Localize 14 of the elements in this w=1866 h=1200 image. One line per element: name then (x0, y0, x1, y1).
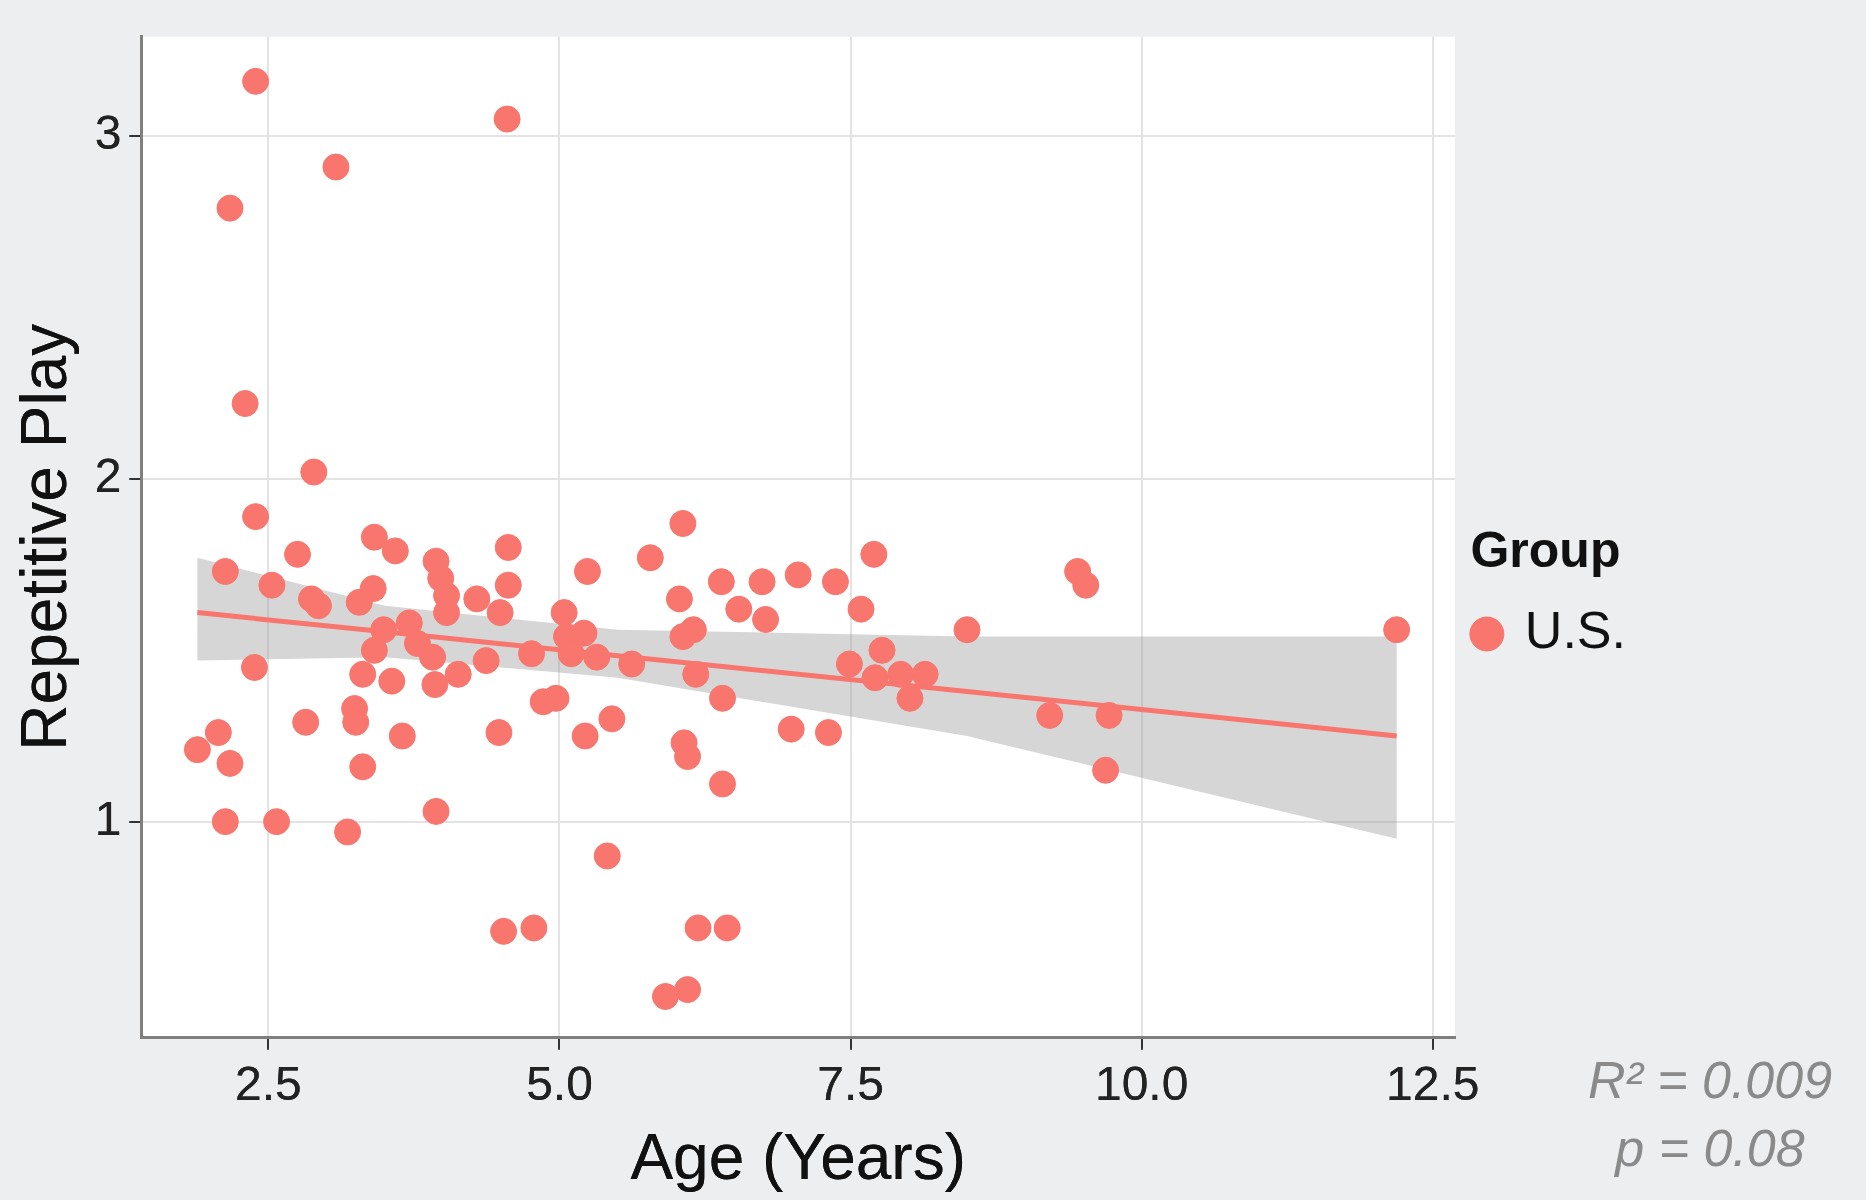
y-tick-label: 2 (94, 449, 122, 503)
x-tick-label: 12.5 (1386, 1056, 1480, 1110)
x-tick-label: 7.5 (817, 1056, 884, 1110)
x-tick-label: 2.5 (235, 1056, 302, 1110)
text: R² = 0.009 (1587, 1051, 1833, 1110)
x-tick-label: 5.0 (526, 1056, 593, 1110)
y-tick-label: 3 (94, 106, 122, 160)
x-tick-label: 10.0 (1094, 1056, 1189, 1110)
legend-title: Group (1470, 521, 1621, 578)
y-axis-title: Repetitive Play (8, 323, 81, 751)
x-axis-title: Age (Years) (630, 1121, 966, 1194)
text: p = 0.08 (1613, 1119, 1805, 1178)
y-tick-label: 1 (94, 791, 122, 845)
legend-label: U.S. (1524, 601, 1627, 660)
